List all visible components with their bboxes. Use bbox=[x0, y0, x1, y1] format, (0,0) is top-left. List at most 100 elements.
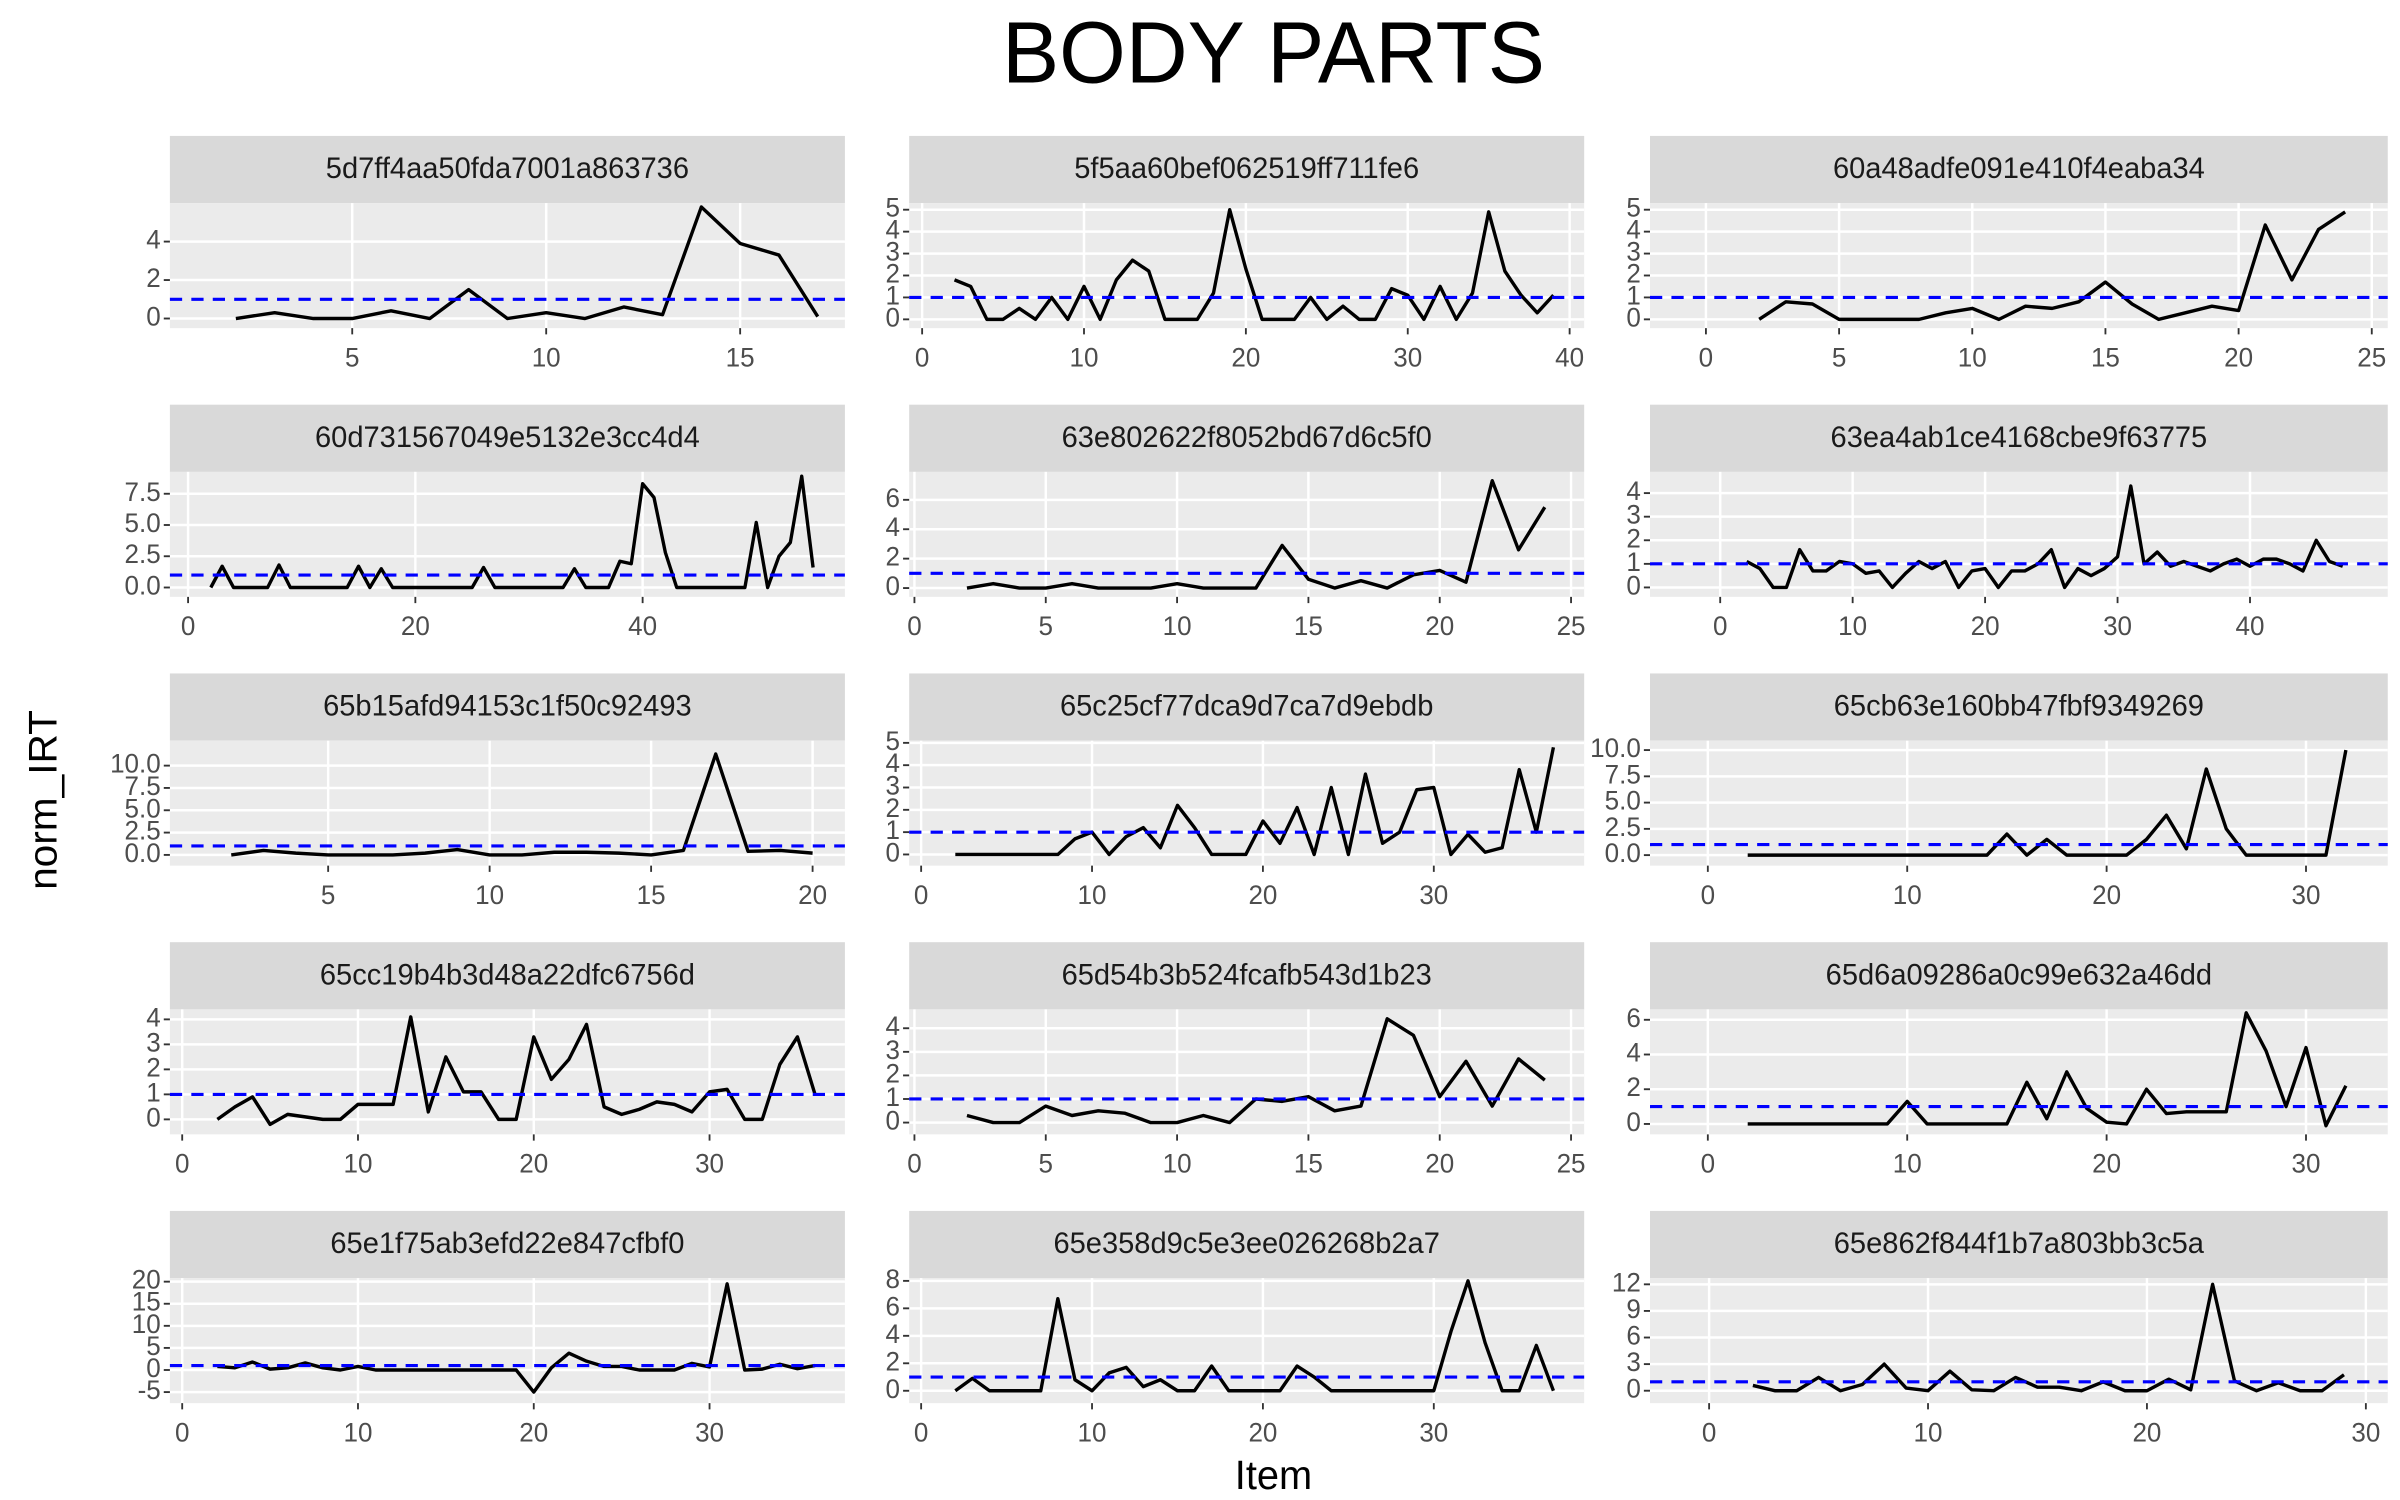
strip bbox=[169, 942, 845, 1010]
y-tick-label: -5 bbox=[138, 1375, 161, 1405]
strip bbox=[1650, 135, 2388, 204]
y-tick-label: 4 bbox=[146, 224, 160, 254]
data-line bbox=[1747, 1011, 2348, 1128]
y-tick-label: 20 bbox=[132, 1264, 161, 1294]
x-tick-label: 0 bbox=[175, 1148, 189, 1178]
y-tick-label: 1 bbox=[886, 815, 900, 845]
x-tick-label: 0 bbox=[181, 611, 195, 641]
y-tick-label: 0 bbox=[886, 302, 900, 332]
strip bbox=[1650, 673, 2388, 741]
y-tick-label: 4 bbox=[886, 214, 900, 244]
y-tick-label: 0.0 bbox=[1605, 838, 1641, 868]
x-tick-label: 25 bbox=[1557, 1148, 1586, 1178]
y-tick-label: 0 bbox=[146, 1102, 160, 1132]
y-tick-label: 3 bbox=[886, 1035, 900, 1065]
x-tick-label: 30 bbox=[1419, 1417, 1448, 1447]
x-tick-label: 0 bbox=[1701, 1148, 1715, 1178]
x-tick-label: 5 bbox=[321, 880, 335, 910]
y-axis-title: norm_IRT bbox=[21, 710, 66, 890]
x-tick-label: 10 bbox=[475, 880, 504, 910]
strip bbox=[909, 404, 1585, 472]
data-line bbox=[235, 205, 820, 321]
y-tick-label: 3 bbox=[1626, 499, 1640, 529]
panel-background bbox=[909, 471, 1585, 597]
y-tick-label: 0 bbox=[886, 1105, 900, 1135]
y-tick-label: 5 bbox=[1626, 192, 1640, 222]
x-tick-label: 15 bbox=[1294, 611, 1323, 641]
y-tick-label: 2 bbox=[146, 263, 160, 293]
y-tick-label: 2.5 bbox=[1605, 812, 1641, 842]
x-tick-label: 10 bbox=[1914, 1417, 1943, 1447]
strip-title: 63e802622f8052bd67d6c5f0 bbox=[1062, 421, 1432, 454]
data-line bbox=[217, 1282, 816, 1394]
x-tick-label: 10 bbox=[532, 342, 561, 372]
y-tick-label: 2.5 bbox=[125, 815, 161, 845]
x-tick-label: 10 bbox=[344, 1148, 373, 1178]
panel-background bbox=[169, 1009, 845, 1135]
data-line bbox=[953, 207, 1555, 322]
y-tick-label: 9 bbox=[1626, 1294, 1640, 1324]
x-tick-label: 5 bbox=[1832, 342, 1846, 372]
x-tick-label: 20 bbox=[798, 880, 827, 910]
strip bbox=[909, 673, 1585, 741]
strip-title: 65cb63e160bb47fbf9349269 bbox=[1834, 689, 2204, 722]
y-tick-label: 8 bbox=[886, 1264, 900, 1294]
x-tick-label: 10 bbox=[1893, 880, 1922, 910]
strip-title: 60a48adfe091e410f4eaba34 bbox=[1833, 152, 2205, 185]
y-tick-label: 0 bbox=[1626, 570, 1640, 600]
strip-title: 63ea4ab1ce4168cbe9f63775 bbox=[1831, 421, 2208, 454]
y-tick-label: 6 bbox=[1626, 1003, 1640, 1033]
strip-title: 65cc19b4b3d48a22dfc6756d bbox=[320, 958, 695, 991]
x-tick-label: 0 bbox=[175, 1417, 189, 1447]
strip bbox=[169, 404, 845, 472]
strip bbox=[1650, 942, 2388, 1010]
x-tick-label: 10 bbox=[1163, 611, 1192, 641]
y-tick-label: 2 bbox=[1626, 523, 1640, 553]
x-tick-label: 20 bbox=[1425, 611, 1454, 641]
panel-background bbox=[1650, 1009, 2388, 1135]
y-tick-label: 4 bbox=[146, 1002, 160, 1032]
y-tick-label: 4 bbox=[886, 1319, 900, 1349]
x-tick-label: 20 bbox=[1248, 1417, 1277, 1447]
x-tick-label: 40 bbox=[1555, 342, 1584, 372]
figure-title: BODY PARTS bbox=[1002, 5, 1545, 102]
x-tick-label: 15 bbox=[637, 880, 666, 910]
x-tick-label: 10 bbox=[1078, 880, 1107, 910]
x-tick-label: 30 bbox=[695, 1417, 724, 1447]
y-tick-label: 0 bbox=[886, 571, 900, 601]
y-tick-label: 10.0 bbox=[110, 748, 161, 778]
y-tick-label: 4 bbox=[886, 1011, 900, 1041]
y-tick-label: 7.5 bbox=[125, 477, 161, 507]
y-tick-label: 12 bbox=[1612, 1267, 1641, 1297]
y-tick-label: 1 bbox=[886, 1082, 900, 1112]
y-tick-label: 0.0 bbox=[125, 838, 161, 868]
x-tick-label: 20 bbox=[1231, 342, 1260, 372]
x-tick-label: 20 bbox=[519, 1417, 548, 1447]
strip-title: 65c25cf77dca9d7ca7d9ebdb bbox=[1060, 689, 1433, 722]
x-tick-label: 5 bbox=[1039, 1148, 1053, 1178]
x-tick-label: 30 bbox=[2103, 611, 2132, 641]
y-tick-label: 10 bbox=[132, 1309, 161, 1339]
data-line bbox=[955, 746, 1556, 857]
data-line bbox=[1747, 749, 2348, 857]
y-tick-label: 2 bbox=[146, 1052, 160, 1082]
y-tick-label: 5.0 bbox=[125, 793, 161, 823]
y-tick-label: 4 bbox=[1626, 476, 1640, 506]
y-tick-label: 6 bbox=[886, 1291, 900, 1321]
y-tick-label: 0 bbox=[1626, 1373, 1640, 1403]
x-tick-label: 20 bbox=[519, 1148, 548, 1178]
x-tick-label: 15 bbox=[726, 342, 755, 372]
x-tick-label: 0 bbox=[915, 342, 929, 372]
y-tick-label: 3 bbox=[1626, 236, 1640, 266]
x-tick-label: 40 bbox=[628, 611, 657, 641]
y-tick-label: 4 bbox=[1626, 214, 1640, 244]
data-line bbox=[1758, 210, 2347, 322]
x-tick-label: 30 bbox=[1393, 342, 1422, 372]
y-tick-label: 2 bbox=[886, 1346, 900, 1376]
x-tick-label: 10 bbox=[1893, 1148, 1922, 1178]
y-tick-label: 0 bbox=[886, 1374, 900, 1404]
y-tick-label: 0 bbox=[1626, 302, 1640, 332]
x-tick-label: 20 bbox=[2092, 880, 2121, 910]
x-tick-label: 20 bbox=[1971, 611, 2000, 641]
x-tick-label: 25 bbox=[1557, 611, 1586, 641]
